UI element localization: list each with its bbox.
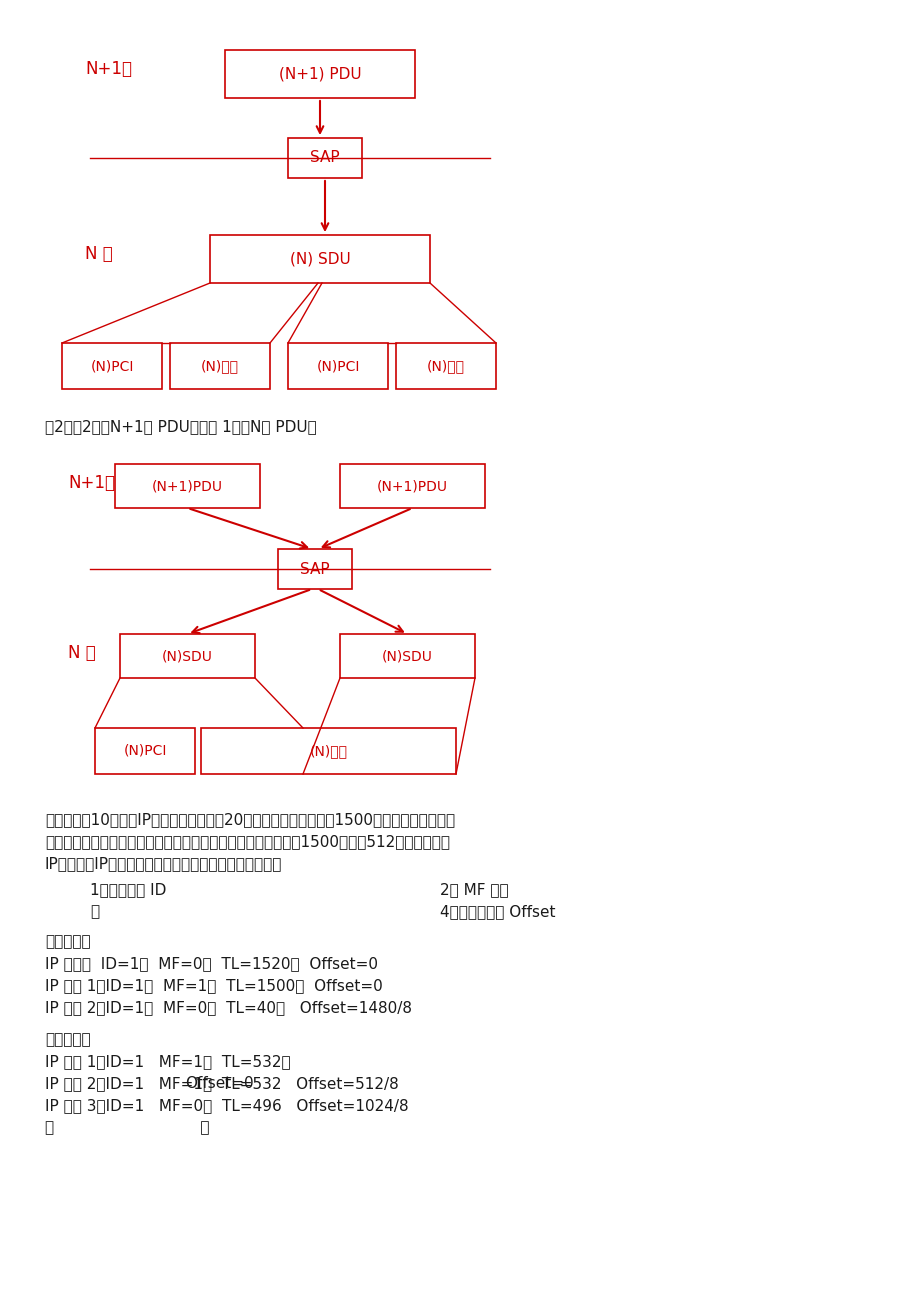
- Text: (N)PCI: (N)PCI: [123, 744, 166, 758]
- Text: IP 分片 1：ID=1   MF=1、  TL=532、: IP 分片 1：ID=1 MF=1、 TL=532、: [45, 1054, 290, 1069]
- Text: (N)PCI: (N)PCI: [316, 359, 359, 373]
- Text: IP 分组：  ID=1、  MF=0、  TL=1520、  Offset=0: IP 分组： ID=1、 MF=0、 TL=1520、 Offset=0: [45, 956, 378, 971]
- Text: N+1层: N+1层: [68, 474, 115, 492]
- Text: IP 分片 3：ID=1   MF=0、  TL=496   Offset=1024/8: IP 分片 3：ID=1 MF=0、 TL=496 Offset=1024/8: [45, 1098, 408, 1112]
- Bar: [210, 235, 429, 284]
- Text: 络发往目的主机，这两个网络所允许的数据分组最大长度顺序为1500字节和512字节。请写出: 络发往目的主机，这两个网络所允许的数据分组最大长度顺序为1500字节和512字节…: [45, 834, 449, 850]
- Bar: [288, 343, 388, 389]
- Text: 1、分组标识 ID: 1、分组标识 ID: [90, 882, 166, 896]
- Text: IP分组和各IP分片的首部中下列字段或标志的具体内容。: IP分组和各IP分片的首部中下列字段或标志的具体内容。: [45, 856, 282, 870]
- Text: IP 分片 2：ID=1   MF=1、  TL=532   Offset=512/8: IP 分片 2：ID=1 MF=1、 TL=532 Offset=512/8: [45, 1076, 398, 1092]
- Text: (N+1) PDU: (N+1) PDU: [278, 66, 361, 82]
- Bar: [115, 464, 260, 507]
- Text: N 层: N 层: [68, 644, 96, 662]
- Text: (N)PCI: (N)PCI: [90, 359, 133, 373]
- Text: ；: ；: [90, 904, 99, 919]
- Text: IP 分片 1：ID=1、  MF=1、  TL=1500、  Offset=0: IP 分片 1：ID=1、 MF=1、 TL=1500、 Offset=0: [45, 978, 382, 993]
- Bar: [62, 343, 162, 389]
- Bar: [95, 729, 195, 774]
- Bar: [395, 343, 495, 389]
- Bar: [340, 464, 484, 507]
- Text: （2）、2个（N+1） PDU组合成 1个（N） PDU。: （2）、2个（N+1） PDU组合成 1个（N） PDU。: [45, 419, 316, 435]
- Bar: [119, 634, 255, 678]
- Text: IP 分片 2：ID=1、  MF=0、  TL=40、   Offset=1480/8: IP 分片 2：ID=1、 MF=0、 TL=40、 Offset=1480/8: [45, 1000, 412, 1015]
- Text: 、                              、: 、 、: [45, 1120, 210, 1134]
- Text: (N)数据: (N)数据: [309, 744, 347, 758]
- Text: 第一个网络: 第一个网络: [45, 934, 91, 948]
- Text: 4、分组偏移量 Offset: 4、分组偏移量 Offset: [439, 904, 555, 919]
- Text: (N+1)PDU: (N+1)PDU: [377, 479, 448, 493]
- Text: SAP: SAP: [310, 151, 339, 165]
- Text: (N)数据: (N)数据: [200, 359, 239, 373]
- Text: 第二个网络: 第二个网络: [45, 1032, 91, 1047]
- Text: (N)SDU: (N)SDU: [381, 649, 433, 664]
- Bar: [200, 729, 456, 774]
- Text: SAP: SAP: [300, 562, 329, 576]
- Bar: [225, 49, 414, 98]
- Text: 2、 MF 标志: 2、 MF 标志: [439, 882, 508, 896]
- Bar: [170, 343, 269, 389]
- Text: N 层: N 层: [85, 245, 113, 263]
- Text: (N)SDU: (N)SDU: [162, 649, 212, 664]
- Text: Offset=0: Offset=0: [185, 1076, 254, 1092]
- Bar: [288, 138, 361, 178]
- Bar: [340, 634, 474, 678]
- Text: (N) SDU: (N) SDU: [289, 251, 350, 267]
- Text: (N+1)PDU: (N+1)PDU: [152, 479, 222, 493]
- Text: N+1层: N+1层: [85, 60, 131, 78]
- Text: (N)数据: (N)数据: [426, 359, 464, 373]
- Text: 三、（本题10分）设IP分组的首部长度为20字节，数据部分长度为1500字节。现经过两个网: 三、（本题10分）设IP分组的首部长度为20字节，数据部分长度为1500字节。现…: [45, 812, 455, 827]
- Bar: [278, 549, 352, 589]
